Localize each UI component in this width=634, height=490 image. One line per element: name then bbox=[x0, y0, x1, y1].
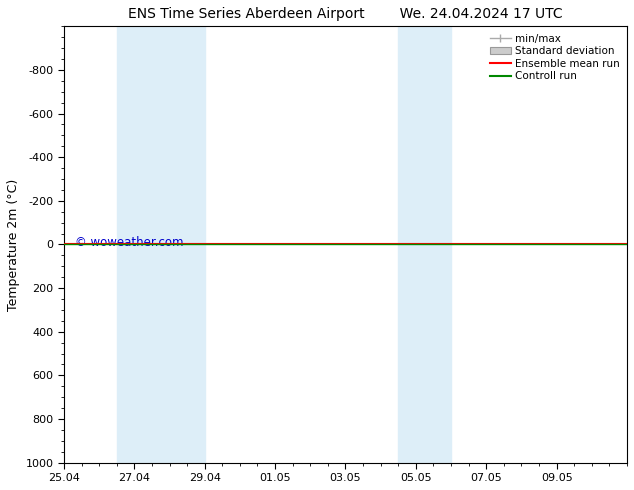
Legend: min/max, Standard deviation, Ensemble mean run, Controll run: min/max, Standard deviation, Ensemble me… bbox=[486, 29, 624, 86]
Bar bbox=[117, 26, 205, 463]
Bar bbox=[398, 26, 451, 463]
Title: ENS Time Series Aberdeen Airport        We. 24.04.2024 17 UTC: ENS Time Series Aberdeen Airport We. 24.… bbox=[128, 7, 563, 21]
Y-axis label: Temperature 2m (°C): Temperature 2m (°C) bbox=[7, 178, 20, 311]
Text: © woweather.com: © woweather.com bbox=[75, 236, 184, 249]
